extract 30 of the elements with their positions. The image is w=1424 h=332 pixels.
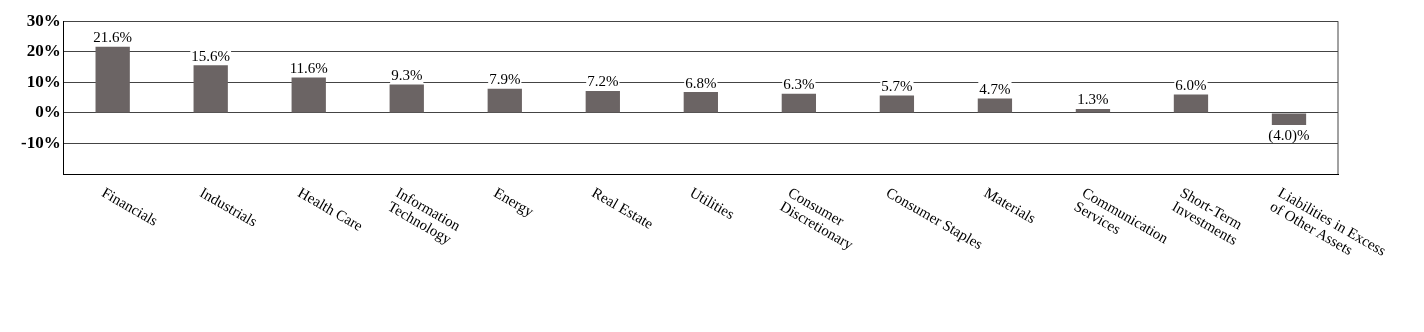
y-tick-label: -10% — [20, 132, 61, 152]
data-label: 1.3% — [1077, 91, 1109, 108]
bar — [1173, 94, 1209, 113]
bar — [585, 90, 620, 113]
bar — [487, 88, 522, 113]
y-tick-label: 30% — [26, 10, 61, 30]
data-label: 21.6% — [93, 29, 133, 46]
bar — [95, 46, 130, 113]
data-label: 6.3% — [783, 76, 815, 93]
data-label: 5.7% — [881, 77, 913, 94]
bar — [291, 77, 326, 113]
bar — [193, 65, 228, 113]
bar — [977, 98, 1013, 113]
bar — [683, 92, 718, 113]
bar — [781, 93, 817, 113]
y-tick-label: 0% — [35, 102, 61, 122]
bar — [879, 95, 915, 113]
data-label: 7.2% — [587, 73, 619, 90]
data-label: 15.6% — [191, 47, 231, 64]
data-label: 11.6% — [289, 59, 328, 76]
data-label: 4.7% — [979, 80, 1011, 97]
data-label: (4.0)% — [1268, 126, 1310, 144]
bar — [389, 84, 424, 113]
data-label: 7.9% — [489, 71, 521, 88]
y-tick-label: 20% — [26, 41, 61, 61]
data-label: 6.8% — [685, 74, 717, 91]
data-label: 9.3% — [391, 66, 423, 83]
y-tick-label: 10% — [26, 71, 61, 91]
data-label: 6.0% — [1175, 76, 1207, 93]
bar — [1271, 113, 1307, 126]
